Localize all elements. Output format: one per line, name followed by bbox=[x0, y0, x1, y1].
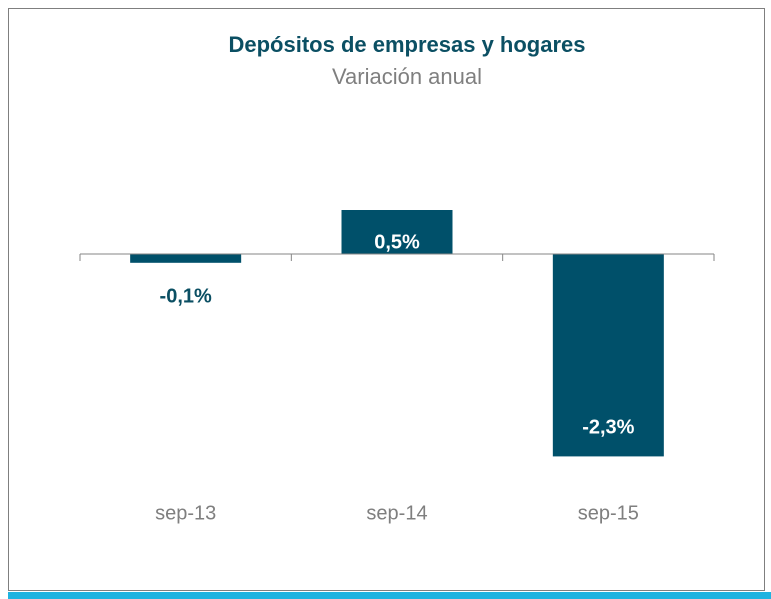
x-tick-label: sep-15 bbox=[578, 502, 639, 524]
value-label: -0,1% bbox=[160, 285, 212, 307]
bar bbox=[130, 254, 242, 263]
bar bbox=[552, 254, 664, 457]
chart-title: Depósitos de empresas y hogares bbox=[228, 32, 585, 57]
x-tick-label: sep-13 bbox=[155, 502, 216, 524]
value-label: 0,5% bbox=[374, 231, 420, 253]
value-label: -2,3% bbox=[582, 417, 634, 439]
bar bbox=[341, 210, 453, 254]
bottom-band bbox=[8, 592, 771, 599]
x-tick-label: sep-14 bbox=[366, 502, 427, 524]
chart-subtitle: Variación anual bbox=[332, 64, 482, 89]
